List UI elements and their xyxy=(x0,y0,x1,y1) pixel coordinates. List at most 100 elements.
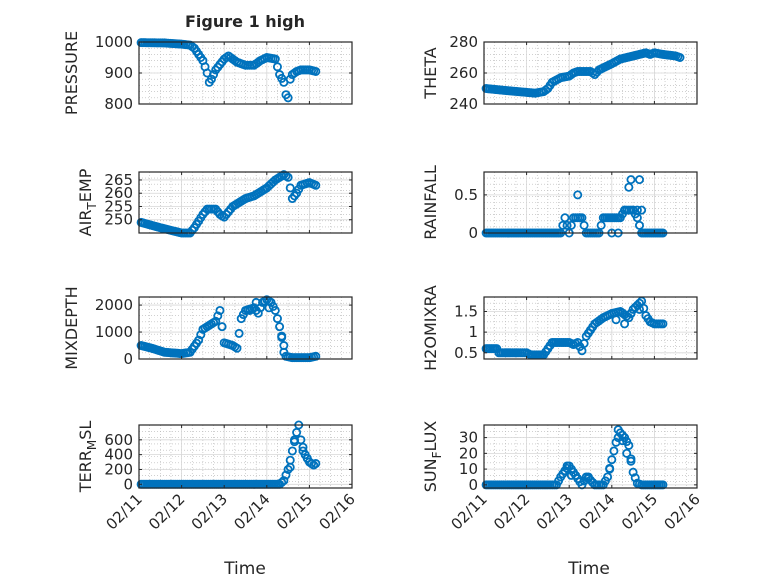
data-point xyxy=(272,62,282,72)
y-tick-label: 0 xyxy=(123,350,133,368)
data-point xyxy=(194,335,204,345)
data-point xyxy=(579,220,589,230)
axes-box xyxy=(138,424,353,489)
subplot-pressure: 800 900 1000 PRESSURE xyxy=(62,31,353,115)
data-point xyxy=(277,332,287,342)
axes-box xyxy=(483,424,698,489)
x-axis-title-right: Time xyxy=(567,559,610,579)
data-point xyxy=(234,328,244,338)
data-point xyxy=(596,220,606,230)
data-point xyxy=(611,315,621,325)
y-axis-label: H2OMIXRA xyxy=(421,285,440,371)
data-point xyxy=(272,314,282,324)
y-tick-label: 0 xyxy=(468,224,478,242)
data-point xyxy=(562,220,572,230)
y-tick-label: 255 xyxy=(104,197,133,215)
data-point xyxy=(607,455,617,465)
data-point xyxy=(620,319,630,329)
y-tick-label: 0.5 xyxy=(454,186,478,204)
data-point xyxy=(626,175,636,185)
data-point xyxy=(634,298,644,308)
data-point xyxy=(613,425,623,435)
data-point xyxy=(634,304,644,314)
data-point xyxy=(311,351,321,361)
y-axis-label: TERRMSL xyxy=(76,421,99,494)
data-point xyxy=(675,53,685,63)
y-axis-label-subscript: F xyxy=(430,451,444,458)
y-axis-label-part: LUX xyxy=(421,421,440,452)
y-tick-label: 20 xyxy=(459,444,478,462)
data-point xyxy=(622,448,632,458)
data-point xyxy=(617,430,627,440)
axes-box xyxy=(138,171,353,234)
y-tick-label: 1.5 xyxy=(454,302,478,320)
data-point xyxy=(209,70,219,80)
data-point xyxy=(285,462,295,472)
data-point xyxy=(245,305,255,315)
data-point xyxy=(624,182,634,192)
data-point xyxy=(566,470,576,480)
y-axis-label-subscript: T xyxy=(85,202,99,211)
y-tick-label: 1000 xyxy=(95,323,133,341)
y-tick-label: 0.5 xyxy=(454,344,478,362)
data-point xyxy=(632,205,642,215)
y-tick-label: 250 xyxy=(104,211,133,229)
data-point xyxy=(558,220,568,230)
y-axis-label: RAINFALL xyxy=(421,165,440,240)
data-point xyxy=(626,456,636,466)
figure-title: Figure 1 high xyxy=(185,12,305,31)
y-tick-label: 2000 xyxy=(95,296,133,314)
data-point xyxy=(264,303,274,313)
data-point xyxy=(620,205,630,215)
y-axis-label-part: TERR xyxy=(76,450,95,493)
data-point xyxy=(270,54,280,64)
data-point xyxy=(255,303,265,313)
data-point xyxy=(253,308,263,318)
y-axis-label-subscript: M xyxy=(85,440,99,450)
data-point xyxy=(560,213,570,223)
subplot-mixdepth: 0 1000 2000 MIXDEPTH xyxy=(62,286,353,370)
data-point xyxy=(634,175,644,185)
data-point xyxy=(609,446,619,456)
data-point xyxy=(283,172,293,182)
subplot-h2omixra: 0.5 1 1.5 H2OMIXRA xyxy=(421,285,698,371)
y-tick-label: 240 xyxy=(449,95,478,113)
axes-box xyxy=(483,296,698,360)
y-tick-label: 1 xyxy=(468,323,478,341)
y-axis-label: MIXDEPTH xyxy=(62,286,81,369)
y-axis-label-part: SUN xyxy=(421,458,440,492)
y-tick-label: 280 xyxy=(449,33,478,51)
data-point xyxy=(217,322,227,332)
data-point xyxy=(637,205,647,215)
data-point xyxy=(302,453,312,463)
data-point xyxy=(283,93,293,103)
data-point xyxy=(311,459,321,469)
y-axis-label-part: AIR xyxy=(76,210,95,237)
data-point xyxy=(232,343,242,353)
y-tick-label: 0 xyxy=(468,476,478,494)
data-point xyxy=(285,183,295,193)
y-tick-label: 10 xyxy=(459,460,478,478)
data-point xyxy=(573,190,583,200)
data-point xyxy=(605,464,615,474)
data-point xyxy=(298,446,308,456)
subplot-theta: 240 260 280 THETA xyxy=(421,33,698,113)
data-point xyxy=(289,435,299,445)
y-axis-label-part: SL xyxy=(76,421,95,440)
y-tick-label: 0 xyxy=(123,475,133,493)
data-point xyxy=(311,180,321,190)
data-point xyxy=(617,436,627,446)
data-point xyxy=(575,213,585,223)
y-tick-label: 200 xyxy=(104,460,133,478)
y-tick-label: 600 xyxy=(104,431,133,449)
axes-box xyxy=(138,296,353,360)
data-point xyxy=(211,316,221,326)
y-tick-label: 260 xyxy=(104,184,133,202)
x-axis-title-left: Time xyxy=(223,559,266,579)
data-point xyxy=(566,220,576,230)
y-axis-label-part: EMP xyxy=(76,168,95,202)
y-tick-label: 400 xyxy=(104,446,133,464)
y-tick-label: 900 xyxy=(104,64,133,82)
